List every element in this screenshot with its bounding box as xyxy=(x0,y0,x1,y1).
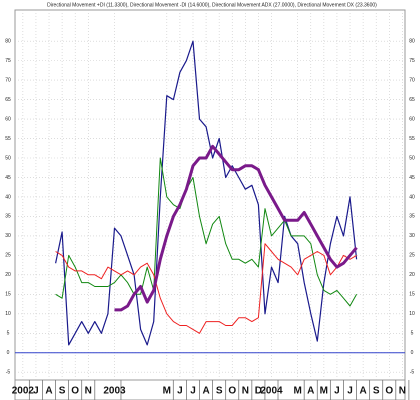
x-tick-label: M xyxy=(320,386,328,397)
y-tick-label: 55 xyxy=(5,136,11,142)
y-tick-label: 25 xyxy=(5,253,11,259)
y-tick-label-right: 40 xyxy=(409,194,415,200)
y-tick-label: 10 xyxy=(5,311,11,317)
y-tick-label: 20 xyxy=(5,272,11,278)
x-tick-label: A xyxy=(202,386,209,397)
x-tick-label: J xyxy=(33,386,39,397)
x-tick-label: N xyxy=(399,386,406,397)
x-tick-label: A xyxy=(307,386,314,397)
y-tick-label: 40 xyxy=(5,194,11,200)
x-tick-label: S xyxy=(216,386,223,397)
y-tick-label-right: 70 xyxy=(409,77,415,83)
x-tick-label: 2004 xyxy=(260,386,283,397)
y-tick-label: 50 xyxy=(5,155,11,161)
y-tick-label-right: 25 xyxy=(409,253,415,259)
x-axis-band xyxy=(14,379,406,400)
x-tick-label: 2003 xyxy=(103,386,126,397)
y-tick-label-right: 20 xyxy=(409,272,415,278)
y-tick-label-right: 30 xyxy=(409,233,415,239)
y-tick-label: 35 xyxy=(5,214,11,220)
y-tick-label-right: 35 xyxy=(409,214,415,220)
y-tick-label: 80 xyxy=(5,38,11,44)
y-tick-label-right: 50 xyxy=(409,155,415,161)
y-tick-label-right: 5 xyxy=(411,331,414,337)
series-line xyxy=(55,243,357,334)
x-tick-label: A xyxy=(360,386,367,397)
x-tick-label: 2002 xyxy=(12,386,35,397)
y-tick-label: 75 xyxy=(5,58,11,64)
x-tick-label: J xyxy=(347,386,353,397)
y-tick-label-right: 45 xyxy=(409,175,415,181)
y-tick-label-right: 0 xyxy=(411,350,414,356)
x-tick-label: S xyxy=(373,386,380,397)
y-tick-label-right: 55 xyxy=(409,136,415,142)
x-tick-label: A xyxy=(45,386,52,397)
y-tick-label: 15 xyxy=(5,292,11,298)
y-tick-label: 5 xyxy=(7,331,10,337)
x-tick-label: J xyxy=(177,386,183,397)
chart-title: Directional Movement +DI (11.3300), Dire… xyxy=(47,2,377,8)
x-tick-label: M xyxy=(294,386,302,397)
y-tick-label-right: 60 xyxy=(409,116,415,122)
y-tick-label-right: 65 xyxy=(409,97,415,103)
y-tick-label-right: 75 xyxy=(409,58,415,64)
x-tick-label: D xyxy=(255,386,262,397)
y-tick-label-right: -5 xyxy=(410,370,415,376)
y-tick-label-right: 10 xyxy=(409,311,415,317)
x-tick-label: O xyxy=(385,386,393,397)
x-tick-label: J xyxy=(190,386,196,397)
series-line xyxy=(55,40,358,346)
series-line xyxy=(114,144,358,312)
x-tick-label: N xyxy=(85,386,92,397)
x-tick-label: O xyxy=(71,386,79,397)
y-tick-label: 70 xyxy=(5,77,11,83)
y-tick-label: 45 xyxy=(5,175,11,181)
series-line xyxy=(55,157,358,307)
x-tick-label: J xyxy=(334,386,340,397)
x-tick-label: N xyxy=(242,386,249,397)
y-tick-label: 0 xyxy=(7,350,10,356)
y-tick-label: -5 xyxy=(6,370,11,376)
y-tick-label-right: 15 xyxy=(409,292,415,298)
x-tick-label: O xyxy=(228,386,236,397)
y-tick-label: 30 xyxy=(5,233,11,239)
x-tick-label: M xyxy=(163,386,171,397)
y-tick-label-right: 80 xyxy=(409,38,415,44)
y-tick-label: 60 xyxy=(5,116,11,122)
x-tick-label: S xyxy=(59,386,66,397)
y-tick-label: 65 xyxy=(5,97,11,103)
